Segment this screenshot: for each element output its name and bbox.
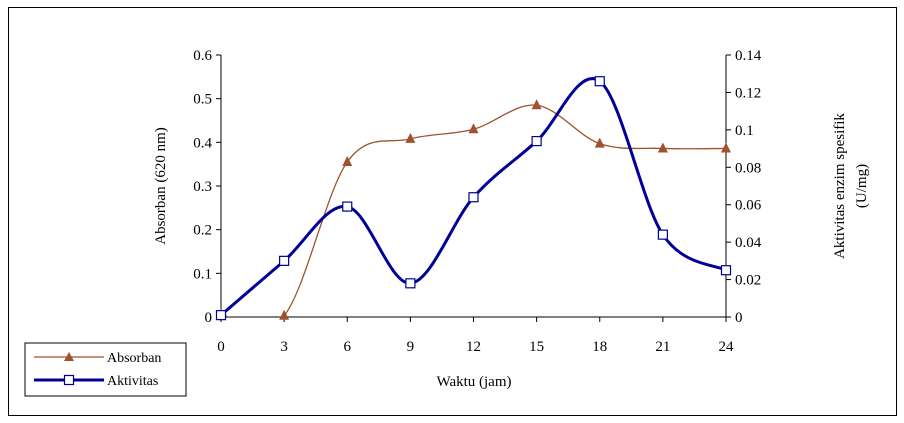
chart-frame xyxy=(8,7,897,416)
y-tick-right-label: 0.08 xyxy=(735,160,761,176)
data-point-absorban xyxy=(279,309,290,320)
x-tick-label: 6 xyxy=(344,339,352,355)
x-ticks: 0 3 6 9 12 15 18 21 24 xyxy=(217,317,734,355)
data-point-absorban xyxy=(468,123,479,134)
data-point-absorban xyxy=(594,137,605,148)
legend-box xyxy=(24,342,187,397)
data-point-absorban xyxy=(531,99,542,110)
data-point-absorban xyxy=(342,155,353,166)
y-axis-right-title-line1: Aktivitas enzim spesifik xyxy=(832,113,848,259)
x-tick-label: 15 xyxy=(529,339,544,355)
y-tick-left-label: 0.2 xyxy=(193,223,212,239)
y-tick-right-label: 0.02 xyxy=(735,273,761,289)
x-tick-label: 12 xyxy=(466,339,481,355)
x-tick-label: 0 xyxy=(217,339,225,355)
data-point-aktivitas xyxy=(720,265,732,276)
y-tick-left-label: 0.5 xyxy=(193,92,212,108)
y-tick-right-label: 0 xyxy=(735,310,743,326)
data-point-aktivitas xyxy=(405,278,416,289)
data-point-aktivitas xyxy=(657,229,668,240)
y-tick-left-label: 0.3 xyxy=(193,179,212,195)
data-point-absorban xyxy=(405,132,416,143)
y-axis-left-title: Absorban (620 nm) xyxy=(153,127,169,244)
legend-absorban-label: Absorban xyxy=(107,351,161,366)
data-point-absorban xyxy=(657,142,668,153)
y-tick-right-label: 0.06 xyxy=(735,198,762,214)
x-tick-label: 24 xyxy=(719,339,735,355)
legend-aktivitas-label: Aktivitas xyxy=(107,374,158,389)
legend-absorban-marker xyxy=(64,352,74,361)
y-tick-right-label: 0.1 xyxy=(735,123,754,139)
series-line-absorban xyxy=(221,104,726,317)
data-point-absorban xyxy=(721,142,731,153)
y-tick-left-label: 0 xyxy=(205,310,213,326)
x-tick-label: 21 xyxy=(655,339,670,355)
data-point-aktivitas xyxy=(215,310,227,321)
y-tick-right-label: 0.14 xyxy=(735,48,762,64)
x-tick-label: 3 xyxy=(280,339,288,355)
y-tick-right-label: 0.12 xyxy=(735,85,761,101)
y-tick-right-label: 0.04 xyxy=(735,235,762,251)
data-point-aktivitas xyxy=(279,255,290,266)
y-tick-left-label: 0.6 xyxy=(193,48,212,64)
x-axis-title: Waktu (jam) xyxy=(436,374,511,390)
series-layer xyxy=(215,76,732,321)
legend-aktivitas-marker xyxy=(63,374,75,386)
x-tick-label: 9 xyxy=(407,339,415,355)
data-point-aktivitas xyxy=(342,201,353,212)
y-ticks-right: 0 0.02 0.04 0.06 0.08 0.1 0.12 0.14 xyxy=(726,48,762,326)
y-axis-right-title-line2: (U/mg) xyxy=(854,164,870,208)
data-point-aktivitas xyxy=(594,76,605,87)
y-ticks-left: 0 0.1 0.2 0.3 0.4 0.5 0.6 xyxy=(193,48,221,326)
y-tick-left-label: 0.4 xyxy=(193,135,212,151)
legend: Absorban Aktivitas xyxy=(24,342,187,397)
data-point-aktivitas xyxy=(531,135,542,147)
y-tick-left-label: 0.1 xyxy=(193,266,212,282)
x-tick-label: 18 xyxy=(592,339,607,355)
data-point-aktivitas xyxy=(468,192,479,203)
